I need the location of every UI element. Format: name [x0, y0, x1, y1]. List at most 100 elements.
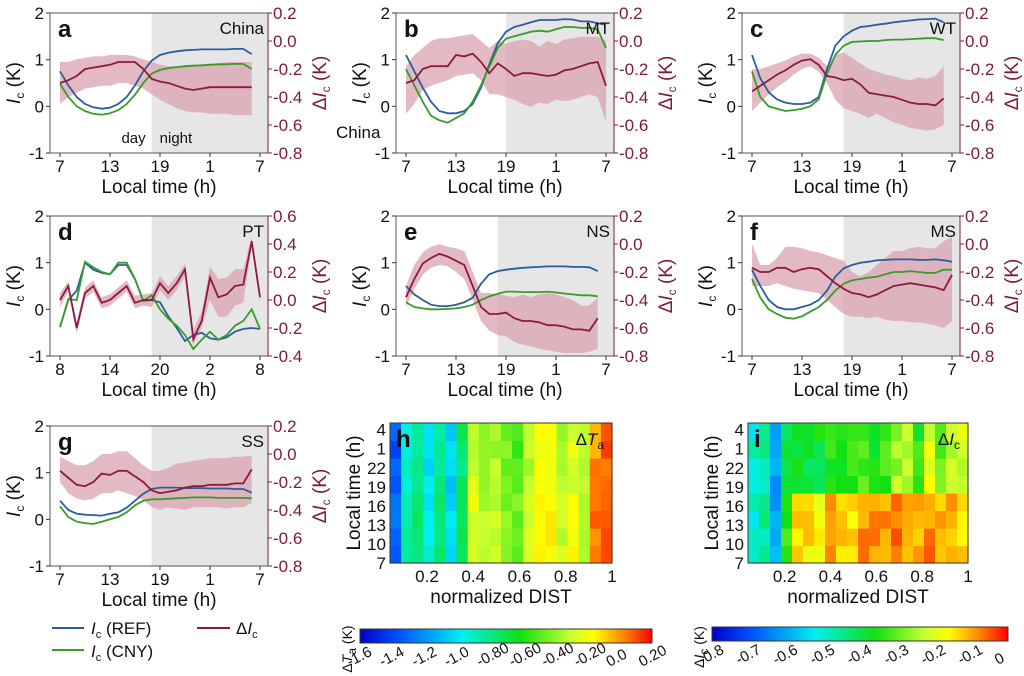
heatmap-cell [803, 458, 815, 477]
delta-uncertainty-band [60, 237, 260, 345]
heatmap-cell [792, 475, 804, 494]
y-axis-label-group: Ic (K) [696, 62, 719, 104]
y-right-tick-label: 0.2 [619, 207, 643, 226]
heatmap-cell [957, 545, 969, 564]
y-tick-label: 2 [35, 4, 44, 23]
heatmap-cell [467, 458, 480, 477]
heatmap-cell [924, 475, 936, 494]
heatmap-cell [578, 528, 591, 547]
panel-letter: i [754, 426, 761, 453]
heatmap-cell [478, 528, 491, 547]
y-axis-label: Ic (K) [4, 265, 27, 307]
y-right-tick-label: -0.2 [965, 60, 994, 79]
heatmap-variable-label: ΔTa [576, 430, 605, 452]
heatmap-cell [847, 528, 859, 547]
colorbar-tick-label: -0.2 [918, 641, 949, 668]
x-tick-label: 19 [843, 157, 862, 176]
legend: Ic (REF) Ic (CNY) ΔIc [52, 619, 258, 664]
x-axis-label: Local time (h) [101, 380, 216, 401]
heatmap-cell [456, 545, 469, 564]
ic-ref-line [59, 261, 261, 343]
heatmap-cell [759, 493, 771, 512]
y-right-tick-label: -0.6 [619, 319, 648, 338]
heatmap-cell [423, 493, 435, 512]
heatmap-cell [578, 440, 591, 459]
heatmap-cell [902, 423, 914, 442]
heatmap-cell [957, 458, 969, 477]
y-tick-label: 10 [725, 535, 744, 554]
heatmap-cell [891, 493, 903, 512]
y-right-tick-label: 0.6 [273, 207, 297, 226]
heatmap-cell [445, 423, 458, 442]
heatmap-cell [567, 493, 580, 512]
y-tick-label: 16 [725, 497, 744, 516]
heatmap-cell [401, 458, 413, 477]
heatmap-cell [401, 493, 413, 512]
heatmap-cell [792, 423, 804, 442]
heatmap-cell [478, 545, 491, 564]
y-right-tick-label: -0.4 [965, 291, 994, 310]
heatmap-cell [390, 423, 402, 442]
x-tick-label: 13 [793, 157, 812, 176]
delta-uncertainty-band [60, 451, 252, 510]
heatmap-cell [467, 475, 480, 494]
heatmap-cell [924, 545, 936, 564]
y-tick-label: 13 [367, 516, 386, 535]
y-axis-label-group: Ic (K) [4, 265, 27, 307]
heatmap-cell [600, 458, 613, 477]
region-label: WT [930, 19, 956, 38]
ic-cny-line [59, 63, 253, 116]
panel-letter: g [58, 429, 73, 456]
x-tick-label: 1 [205, 570, 214, 589]
heatmap-cell [913, 493, 925, 512]
heatmap-cell [792, 510, 804, 529]
y-right-tick-label: -0.2 [273, 60, 302, 79]
heatmap-cell [770, 458, 782, 477]
ic-cny-line [405, 26, 607, 124]
y-tick-label: 1 [735, 440, 744, 459]
heatmap-cell [803, 528, 815, 547]
heatmap-cell [957, 423, 969, 442]
heatmap-cell [600, 440, 613, 459]
y-tick-label: -1 [721, 144, 736, 163]
heatmap-cell [445, 475, 458, 494]
y-axis-label-group: Local time (h) [344, 435, 365, 550]
heatmap-cell [759, 528, 771, 547]
panel-letter: b [404, 16, 419, 43]
heatmap-cell [924, 440, 936, 459]
heatmap-cell [534, 440, 546, 459]
heatmap-cell [567, 423, 580, 442]
y-right-tick-label: 0.2 [273, 417, 297, 436]
heatmap-cell [803, 510, 815, 529]
y-right-tick-label: 0.0 [273, 32, 297, 51]
heatmap-cell [545, 458, 558, 477]
heatmap-cell [412, 510, 424, 529]
y-right-tick-label: 0.4 [273, 235, 297, 254]
heatmap-cell [556, 493, 569, 512]
heatmap-cell [957, 510, 969, 529]
heatmap-cell [869, 528, 881, 547]
heatmap-cell [401, 440, 413, 459]
heatmap-cell [578, 423, 591, 442]
y-tick-label: 16 [367, 497, 386, 516]
x-tick-label: 0.6 [508, 567, 532, 586]
heatmap-cell [836, 440, 848, 459]
y-axis-label-group: Ic (K) [4, 475, 27, 517]
heatmap-cell [858, 493, 870, 512]
heatmap-cell [825, 458, 837, 477]
heatmap-cell [759, 440, 771, 459]
heatmap-cell [803, 493, 815, 512]
colorbar-tick-label: -0.4 [844, 641, 875, 668]
heatmap-cell [847, 440, 859, 459]
heatmap-cell [748, 493, 760, 512]
heatmap-cell [534, 475, 546, 494]
heatmap-cell [467, 528, 480, 547]
heatmap-cell [390, 545, 402, 564]
heatmap-cell [589, 545, 602, 564]
y-right-tick-label: -0.2 [273, 473, 302, 492]
heatmap-cell [759, 545, 771, 564]
region-label: China [220, 19, 265, 38]
heatmap-cell [423, 510, 435, 529]
y-right-tick-label: -0.8 [619, 347, 648, 366]
ic-ref-line [59, 486, 253, 517]
